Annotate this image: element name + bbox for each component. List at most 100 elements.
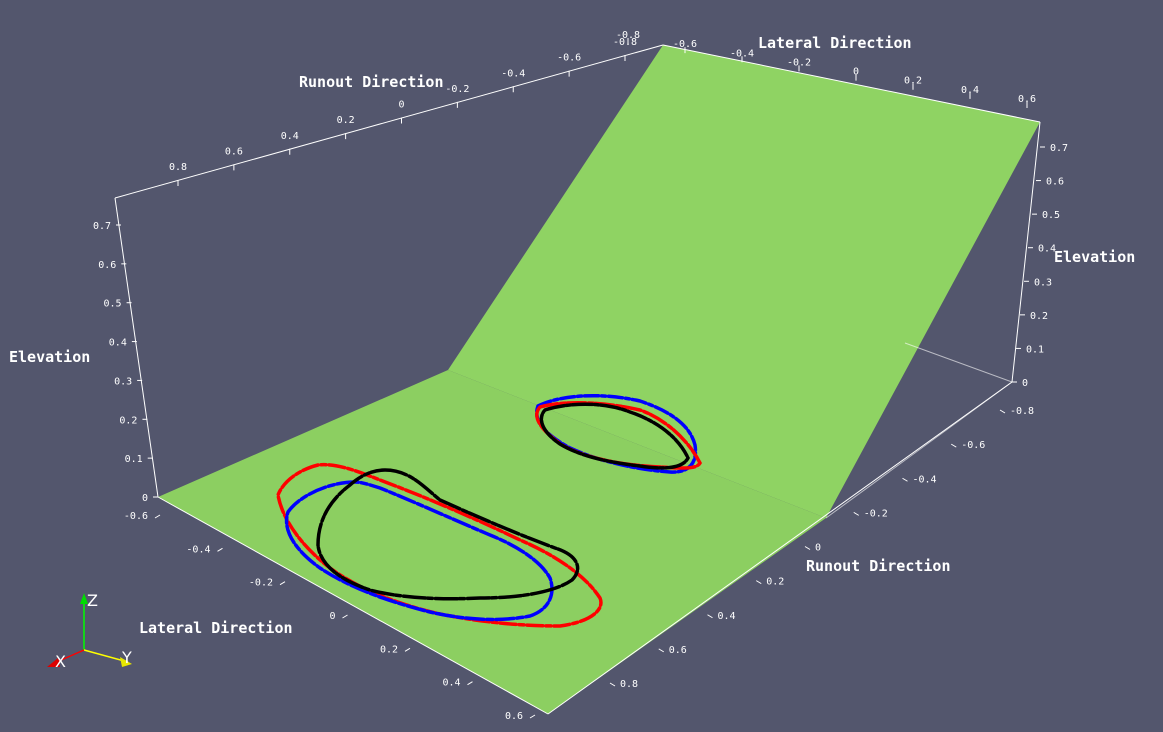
tick-label: -0.4 bbox=[501, 68, 525, 79]
tick-label: 0.3 bbox=[1034, 277, 1052, 288]
tick-label: -0.6 bbox=[557, 53, 581, 64]
tick-mark bbox=[707, 614, 713, 619]
tick-label: 0.8 bbox=[169, 162, 187, 173]
left-elevation-axis-line bbox=[114, 197, 159, 498]
tick-label: 0.4 bbox=[961, 85, 979, 96]
front-lateral-axis-title: Lateral Direction bbox=[139, 619, 293, 637]
back-runout-axis-title: Runout Direction bbox=[299, 73, 444, 91]
tick-label: 0.2 bbox=[904, 76, 922, 87]
tick-label: -0.4 bbox=[730, 48, 754, 59]
tick-label: -0.2 bbox=[249, 578, 273, 589]
tick-label: -0.8 bbox=[1010, 406, 1034, 417]
tick-label: -0.6 bbox=[673, 39, 697, 50]
tick-label: 0.6 bbox=[669, 645, 687, 656]
triad-z-arrowhead bbox=[80, 593, 88, 604]
back-lateral-ticks: -0.8 -0.6 -0.4 -0.2 0 0.2 0.4 0.6 bbox=[616, 30, 1036, 108]
back-lateral-axis-line bbox=[662, 44, 1041, 123]
upper-contour-group bbox=[535, 393, 702, 474]
left-elevation-axis-title: Elevation bbox=[9, 348, 90, 366]
tick-label: 0.2 bbox=[119, 415, 137, 426]
front-runout-axis-title: Runout Direction bbox=[806, 557, 951, 575]
right-elevation-axis-title: Elevation bbox=[1054, 248, 1135, 266]
tick-label: 0.2 bbox=[380, 644, 398, 655]
tick-label: 0.5 bbox=[104, 299, 122, 310]
tick-label: 0 bbox=[142, 493, 148, 504]
tick-label: -0.8 bbox=[613, 37, 637, 48]
tick-mark bbox=[467, 681, 473, 686]
tick-label: 0.6 bbox=[98, 260, 116, 271]
triad-x-arrowhead bbox=[47, 658, 60, 667]
lower-contour-group bbox=[276, 462, 603, 628]
tick-label: -0.2 bbox=[445, 84, 469, 95]
tick-label: -0.4 bbox=[186, 544, 210, 555]
hidden-edge-line-2 bbox=[904, 342, 1013, 383]
tick-label: 0 bbox=[329, 611, 335, 622]
back-lateral-axis-title: Lateral Direction bbox=[758, 34, 912, 52]
tick-label: 0.7 bbox=[93, 221, 111, 232]
front-runout-ticks: -0.8 -0.6 -0.4 -0.2 0 0.2 0.4 0.6 0.8 bbox=[609, 406, 1034, 690]
tick-mark bbox=[755, 580, 762, 585]
upper-contour-black bbox=[539, 402, 690, 470]
tick-label: 0.2 bbox=[1030, 311, 1048, 322]
tick-mark bbox=[999, 409, 1006, 414]
terrain-surface bbox=[158, 45, 1040, 714]
tick-mark bbox=[154, 514, 161, 519]
tick-label: -0.2 bbox=[864, 508, 888, 519]
hidden-edge-line bbox=[825, 381, 1013, 519]
tick-label: 0.5 bbox=[1042, 210, 1060, 221]
triad-z-label: Z bbox=[87, 591, 98, 610]
tick-label: -0.6 bbox=[961, 440, 985, 451]
tick-mark bbox=[609, 682, 616, 687]
tick-label: 0.6 bbox=[505, 711, 523, 722]
tick-label: 0.4 bbox=[718, 611, 736, 622]
triad-y-arrowhead bbox=[120, 657, 132, 667]
tick-mark bbox=[902, 477, 908, 482]
tick-label: 0.4 bbox=[281, 131, 299, 142]
tick-label: -0.8 bbox=[616, 30, 640, 41]
tick-label: 0.8 bbox=[620, 679, 638, 690]
tick-label: 0.6 bbox=[225, 146, 243, 157]
front-lateral-axis-line bbox=[157, 496, 549, 715]
tick-label: 0.4 bbox=[442, 678, 460, 689]
tick-label: -0.4 bbox=[913, 474, 937, 485]
tick-label: 0 bbox=[398, 100, 404, 111]
lower-contour-blue bbox=[284, 480, 554, 622]
axes-frame bbox=[114, 44, 1041, 715]
tick-mark bbox=[404, 647, 411, 652]
tick-mark bbox=[950, 443, 957, 448]
terrain-flat-plane bbox=[158, 370, 826, 714]
tick-label: 0.7 bbox=[1050, 143, 1068, 154]
tick-label: 0 bbox=[853, 67, 859, 78]
tick-label: 0.4 bbox=[1038, 244, 1056, 255]
lower-contour-black bbox=[316, 468, 580, 601]
front-lateral-ticks: -0.6 -0.4 -0.2 0 0.2 0.4 0.6 bbox=[124, 511, 536, 722]
tick-mark bbox=[804, 546, 811, 550]
tick-label: -0.6 bbox=[124, 511, 148, 522]
triad-y-label: Y bbox=[121, 648, 132, 667]
tick-label: 0.1 bbox=[125, 454, 143, 465]
tick-label: 0 bbox=[1022, 378, 1028, 389]
tick-label: 0.4 bbox=[109, 338, 127, 349]
back-runout-ticks: 0.8 0.6 0.4 0.2 0 -0.2 -0.4 -0.6 -0.8 bbox=[169, 37, 637, 186]
tick-label: 0.1 bbox=[1026, 344, 1044, 355]
left-elevation-ticks: 0 0.1 0.2 0.3 0.4 0.5 0.6 0.7 bbox=[93, 221, 158, 504]
tick-label: 0.3 bbox=[114, 376, 132, 387]
terrain-steep-slope bbox=[448, 45, 1040, 518]
front-runout-axis-line bbox=[547, 381, 1013, 715]
tick-mark bbox=[279, 581, 286, 586]
tick-mark bbox=[658, 648, 665, 653]
tick-label: 0 bbox=[815, 543, 821, 554]
back-runout-axis-line bbox=[114, 44, 664, 199]
tick-mark bbox=[853, 511, 860, 516]
tick-mark bbox=[217, 547, 223, 552]
triad-x-label: X bbox=[55, 652, 66, 671]
tick-mark bbox=[342, 614, 348, 619]
right-elevation-ticks: 0 0.1 0.2 0.3 0.4 0.5 0.6 0.7 bbox=[1012, 143, 1068, 389]
tick-label: 0.6 bbox=[1018, 94, 1036, 105]
tick-label: -0.2 bbox=[787, 57, 811, 68]
tick-label: 0.6 bbox=[1046, 177, 1064, 188]
orientation-triad: Z Y X bbox=[47, 591, 132, 671]
lower-contour-red bbox=[276, 462, 603, 628]
